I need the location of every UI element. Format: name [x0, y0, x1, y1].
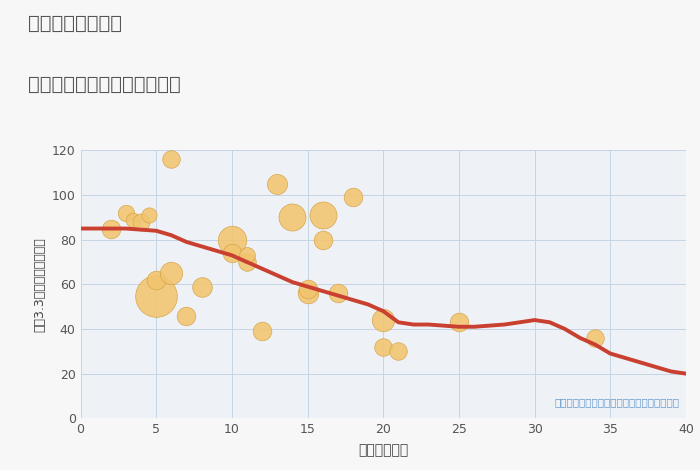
- Point: [302, 290, 313, 297]
- Point: [332, 290, 344, 297]
- Point: [302, 285, 313, 292]
- Point: [143, 212, 154, 219]
- Point: [454, 319, 465, 326]
- Y-axis label: 坪（3.3㎡）単価（万円）: 坪（3.3㎡）単価（万円）: [33, 237, 46, 332]
- Text: 築年数別中古マンション価格: 築年数別中古マンション価格: [28, 75, 181, 94]
- Point: [226, 249, 237, 257]
- Point: [317, 212, 328, 219]
- Point: [241, 251, 253, 259]
- Point: [105, 225, 116, 232]
- Point: [150, 276, 162, 283]
- Point: [150, 292, 162, 299]
- Point: [241, 258, 253, 266]
- Point: [256, 328, 267, 335]
- Point: [393, 348, 404, 355]
- Point: [166, 269, 177, 277]
- Point: [196, 283, 207, 290]
- Point: [226, 236, 237, 243]
- Point: [378, 316, 389, 324]
- Point: [166, 156, 177, 163]
- Point: [378, 343, 389, 351]
- Point: [287, 213, 298, 221]
- Point: [136, 218, 147, 226]
- Text: 三重県伊賀市土橋: 三重県伊賀市土橋: [28, 14, 122, 33]
- Point: [272, 180, 283, 188]
- Point: [317, 236, 328, 243]
- X-axis label: 築年数（年）: 築年数（年）: [358, 443, 408, 457]
- Point: [128, 216, 139, 223]
- Point: [347, 194, 358, 201]
- Point: [120, 209, 132, 217]
- Point: [181, 312, 192, 320]
- Point: [589, 334, 601, 342]
- Text: 円の大きさは、取引のあった物件面積を示す: 円の大きさは、取引のあった物件面積を示す: [555, 398, 680, 407]
